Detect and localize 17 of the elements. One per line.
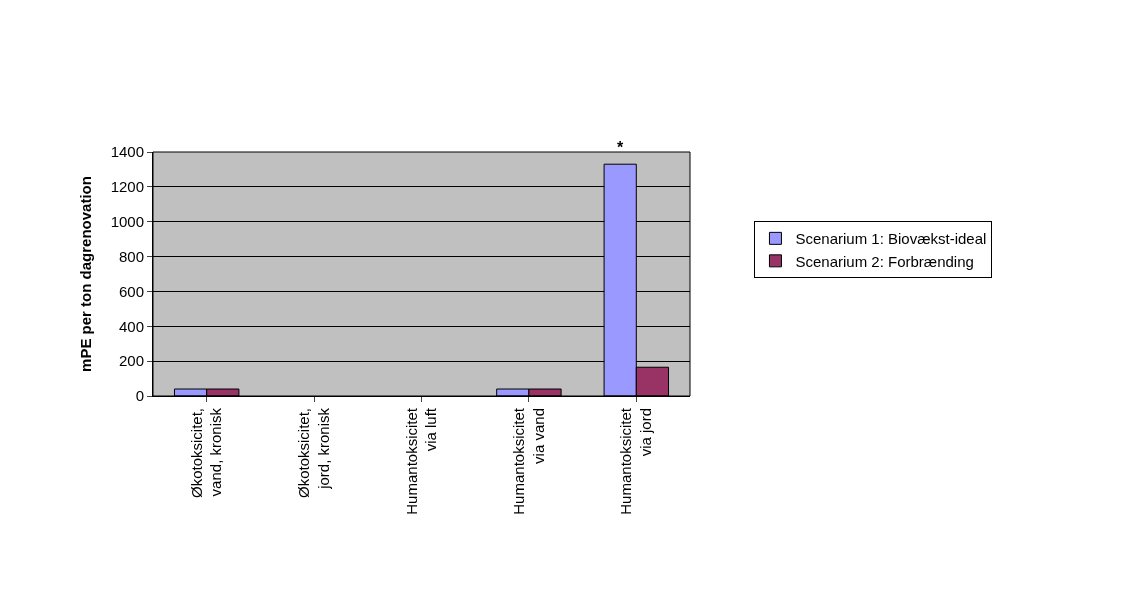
y-tick-label: 1400 xyxy=(110,143,144,161)
legend-label: Scenarium 1: Biovækst-ideal xyxy=(795,230,987,248)
y-tick-label: 800 xyxy=(118,247,144,265)
x-tick-label: Humantoksicitet via luft xyxy=(402,407,440,515)
x-tick-label: Humantoksicitet via vand xyxy=(510,407,547,515)
x-tick-label: Humantoksicitet via jord xyxy=(617,407,654,515)
y-tick-label: 600 xyxy=(118,282,144,300)
y-tick-label: 400 xyxy=(118,317,144,335)
y-tick-label: 1200 xyxy=(110,178,144,196)
y-tick-label: 200 xyxy=(118,352,144,370)
y-axis-title: mPE per ton dagrenovation xyxy=(76,176,94,372)
x-tick-label: Økotoksicitet, vand, kronisk xyxy=(187,407,225,499)
legend-label: Scenarium 2: Forbrænding xyxy=(795,252,974,270)
y-tick-label: 0 xyxy=(135,387,144,405)
annotation: * xyxy=(617,139,624,156)
x-tick-label: Økotoksicitet, jord, kronisk xyxy=(295,407,332,499)
y-tick-label: 1000 xyxy=(110,212,144,230)
